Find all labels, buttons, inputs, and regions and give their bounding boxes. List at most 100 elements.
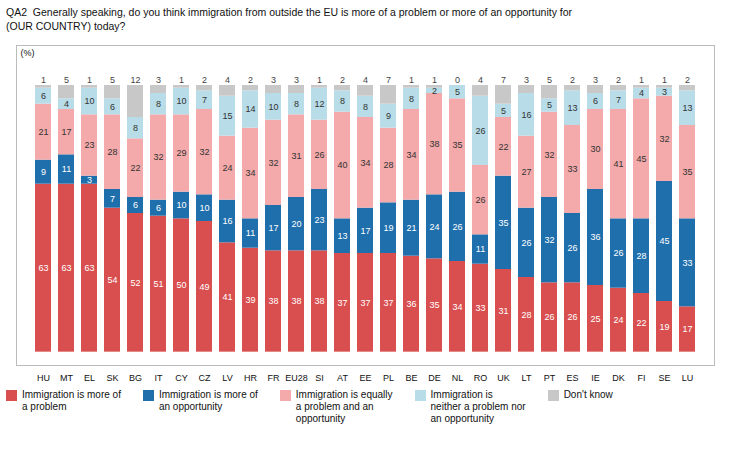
svg-text:3: 3 <box>156 75 161 85</box>
svg-text:50: 50 <box>176 281 186 291</box>
svg-text:35: 35 <box>498 218 508 228</box>
svg-text:28: 28 <box>521 310 531 320</box>
svg-text:2: 2 <box>248 75 253 85</box>
svg-text:28: 28 <box>383 161 393 171</box>
svg-text:38: 38 <box>291 297 301 307</box>
svg-text:10: 10 <box>176 201 186 211</box>
svg-text:8: 8 <box>133 123 138 133</box>
svg-text:25: 25 <box>590 314 600 324</box>
svg-text:7: 7 <box>202 95 207 105</box>
svg-text:22: 22 <box>636 318 646 328</box>
svg-text:63: 63 <box>84 263 94 273</box>
svg-text:HR: HR <box>244 373 257 383</box>
svg-text:SI: SI <box>315 373 324 383</box>
svg-text:7: 7 <box>501 75 506 85</box>
svg-text:9: 9 <box>41 167 46 177</box>
svg-text:1: 1 <box>317 75 322 85</box>
svg-text:8: 8 <box>294 99 299 109</box>
svg-text:11: 11 <box>246 229 255 239</box>
svg-text:19: 19 <box>383 223 393 233</box>
svg-text:7: 7 <box>386 75 391 85</box>
svg-text:11: 11 <box>476 245 485 255</box>
svg-text:12: 12 <box>314 99 324 109</box>
svg-text:37: 37 <box>360 298 370 308</box>
svg-text:2: 2 <box>616 75 621 85</box>
svg-text:32: 32 <box>268 158 278 168</box>
svg-text:33: 33 <box>475 303 485 313</box>
svg-text:LU: LU <box>682 373 694 383</box>
svg-text:CY: CY <box>175 373 188 383</box>
svg-text:17: 17 <box>682 325 692 335</box>
svg-text:1: 1 <box>409 75 414 85</box>
svg-text:5: 5 <box>501 106 506 116</box>
svg-text:BG: BG <box>129 373 142 383</box>
svg-text:38: 38 <box>429 139 439 149</box>
svg-text:(%): (%) <box>21 48 35 58</box>
svg-text:14: 14 <box>245 105 255 115</box>
svg-text:IE: IE <box>591 373 600 383</box>
svg-text:5: 5 <box>64 75 69 85</box>
svg-text:63: 63 <box>38 263 48 273</box>
svg-text:LV: LV <box>222 373 232 383</box>
svg-text:36: 36 <box>406 299 416 309</box>
svg-text:3: 3 <box>662 87 667 97</box>
svg-text:SK: SK <box>106 373 118 383</box>
svg-text:28: 28 <box>107 147 117 157</box>
svg-text:1: 1 <box>662 75 667 85</box>
svg-text:HU: HU <box>37 373 50 383</box>
svg-text:EU28: EU28 <box>285 373 308 383</box>
svg-text:3: 3 <box>593 75 598 85</box>
svg-text:FI: FI <box>638 373 646 383</box>
svg-text:11: 11 <box>62 165 71 175</box>
svg-text:2: 2 <box>685 75 690 85</box>
svg-text:13: 13 <box>682 103 692 113</box>
svg-text:16: 16 <box>521 110 531 120</box>
svg-text:24: 24 <box>613 315 623 325</box>
svg-text:39: 39 <box>245 295 255 305</box>
svg-text:13: 13 <box>337 231 347 241</box>
svg-text:7: 7 <box>110 194 115 204</box>
svg-text:4: 4 <box>225 75 230 85</box>
svg-text:49: 49 <box>199 282 209 292</box>
svg-text:34: 34 <box>360 158 370 168</box>
svg-text:30: 30 <box>590 145 600 155</box>
svg-text:26: 26 <box>452 222 462 232</box>
svg-text:22: 22 <box>130 163 140 173</box>
svg-text:SE: SE <box>658 373 670 383</box>
svg-text:16: 16 <box>222 217 232 227</box>
svg-text:51: 51 <box>153 279 163 289</box>
svg-text:27: 27 <box>521 167 531 177</box>
svg-text:41: 41 <box>222 293 232 303</box>
svg-text:5: 5 <box>110 75 115 85</box>
svg-text:13: 13 <box>567 103 577 113</box>
svg-text:6: 6 <box>133 201 138 211</box>
svg-text:3: 3 <box>294 75 299 85</box>
svg-text:10: 10 <box>176 97 186 107</box>
svg-text:63: 63 <box>61 263 71 273</box>
svg-text:21: 21 <box>38 127 48 137</box>
svg-text:ES: ES <box>566 373 578 383</box>
svg-text:7: 7 <box>616 95 621 105</box>
svg-text:2: 2 <box>340 75 345 85</box>
svg-text:LT: LT <box>522 373 532 383</box>
svg-text:38: 38 <box>268 297 278 307</box>
svg-text:21: 21 <box>406 223 416 233</box>
svg-text:8: 8 <box>363 102 368 112</box>
svg-text:1: 1 <box>41 75 46 85</box>
svg-text:10: 10 <box>84 97 94 107</box>
svg-text:NL: NL <box>452 373 464 383</box>
svg-text:26: 26 <box>613 249 623 259</box>
svg-text:37: 37 <box>337 298 347 308</box>
svg-text:32: 32 <box>544 150 554 160</box>
svg-text:29: 29 <box>176 149 186 159</box>
svg-text:45: 45 <box>636 154 646 164</box>
svg-text:6: 6 <box>41 91 46 101</box>
svg-text:36: 36 <box>590 233 600 243</box>
svg-text:32: 32 <box>199 147 209 157</box>
svg-text:26: 26 <box>314 150 324 160</box>
svg-text:26: 26 <box>475 126 485 136</box>
svg-text:35: 35 <box>452 141 462 151</box>
svg-text:26: 26 <box>567 243 577 253</box>
svg-text:8: 8 <box>409 94 414 104</box>
svg-text:54: 54 <box>107 275 117 285</box>
